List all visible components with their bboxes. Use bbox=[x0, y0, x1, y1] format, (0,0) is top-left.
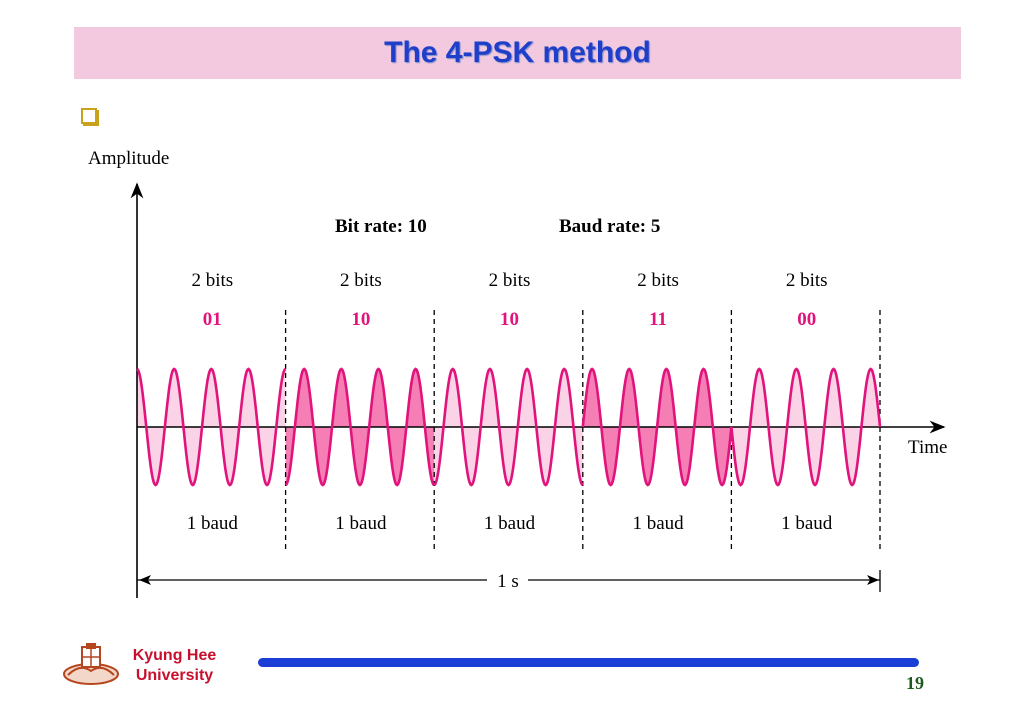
waveform-segment bbox=[730, 367, 882, 487]
university-name: Kyung Hee University bbox=[122, 646, 227, 686]
university-name-line2: University bbox=[135, 667, 214, 684]
slide-title: The 4-PSK method bbox=[384, 36, 651, 69]
segment-bits-label: 2 bits bbox=[340, 270, 382, 291]
bit-rate-label: Bit rate: 10 bbox=[335, 216, 427, 237]
baud-rate-label: Baud rate: 5 bbox=[559, 216, 660, 237]
segment-bit-code: 10 bbox=[351, 309, 370, 330]
waveform-segment bbox=[136, 367, 287, 487]
segment-bit-code: 01 bbox=[203, 309, 222, 330]
x-axis-label: Time bbox=[908, 437, 947, 458]
waveform-line bbox=[136, 367, 882, 487]
title-bar: The 4-PSK method bbox=[74, 27, 961, 79]
segment-baud-label: 1 baud bbox=[781, 513, 833, 534]
segment-bits-label: 2 bits bbox=[489, 270, 531, 291]
segment-bits-label: 2 bits bbox=[637, 270, 679, 291]
segment-bits-label: 2 bits bbox=[786, 270, 828, 291]
segment-baud-label: 1 baud bbox=[187, 513, 239, 534]
segment-baud-label: 1 baud bbox=[335, 513, 387, 534]
university-seal-icon bbox=[63, 643, 119, 685]
waveform-segment bbox=[581, 367, 733, 487]
waveform-segment bbox=[433, 367, 584, 487]
university-name-line1: Kyung Hee bbox=[132, 647, 217, 664]
segment-baud-label: 1 baud bbox=[484, 513, 536, 534]
segment-bit-code: 11 bbox=[649, 309, 667, 330]
bullet-square-icon bbox=[81, 108, 97, 124]
segment-labels: 2 bits 01 1 baud 2 bits 10 1 baud 2 bits 10 1 ba… bbox=[187, 270, 833, 534]
footer-divider bbox=[258, 658, 919, 667]
duration-arrowhead-left bbox=[139, 575, 151, 585]
duration-arrowhead-right bbox=[867, 575, 879, 585]
y-axis-label: Amplitude bbox=[88, 148, 169, 169]
segment-bit-code: 10 bbox=[500, 309, 519, 330]
page-number: 19 bbox=[906, 673, 924, 693]
waveform-segment bbox=[284, 367, 435, 487]
duration-label: 1 s bbox=[497, 571, 519, 592]
segment-bits-label: 2 bits bbox=[191, 270, 233, 291]
segment-baud-label: 1 baud bbox=[633, 513, 685, 534]
segment-bit-code: 00 bbox=[797, 309, 816, 330]
